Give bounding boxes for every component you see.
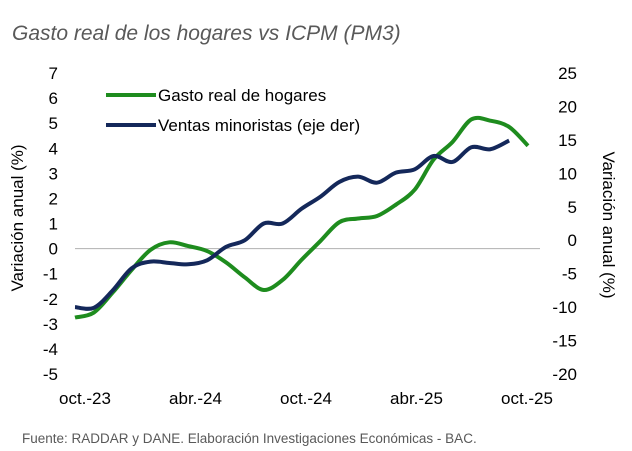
y2-tick-label: -15 [552,332,577,351]
y-tick-label: 3 [49,164,58,183]
y-tick-label: -1 [43,265,58,284]
legend: Gasto real de hogares Ventas minoristas … [106,86,360,135]
y2-tick-label: 20 [558,97,577,116]
y-tick-label: 7 [49,64,58,83]
y2-tick-label: 15 [558,131,577,150]
y2-tick-label: -5 [562,265,577,284]
y-tick-label: -4 [43,340,58,359]
y2-tick-label: 10 [558,164,577,183]
y-tick-label: -2 [43,290,58,309]
y2-tick-label: 0 [568,231,577,250]
y2-tick-label: 5 [568,198,577,217]
legend-label-ventas: Ventas minoristas (eje der) [158,116,360,135]
y-tick-label: 1 [49,215,58,234]
y-axis-label: Variación anual (%) [8,144,27,291]
y-tick-label: 2 [49,189,58,208]
series-line-ventas [74,138,511,311]
x-tick-label: abr.-25 [390,389,443,408]
x-tick-label: oct.-25 [501,389,553,408]
series-line-gasto [74,115,530,320]
y-tick-label: 5 [49,114,58,133]
y-tick-label: -5 [43,365,58,384]
y-tick-label: 4 [49,139,58,158]
y2-tick-label: -10 [552,298,577,317]
source-note: Fuente: RADDAR y DANE. Elaboración Inves… [22,431,477,446]
legend-label-gasto: Gasto real de hogares [158,86,326,105]
y2-tick-label: -20 [552,365,577,384]
x-tick-label: abr.-24 [169,389,222,408]
y-tick-label: -3 [43,315,58,334]
y-tick-label: 6 [49,89,58,108]
y2-axis-label: Variación anual (%) [599,151,618,298]
x-tick-label: oct.-24 [280,389,332,408]
y-tick-label: 0 [49,240,58,259]
x-tick-label: oct.-23 [59,389,111,408]
y2-tick-label: 25 [558,64,577,83]
chart-title: Gasto real de los hogares vs ICPM (PM3) [12,22,401,45]
